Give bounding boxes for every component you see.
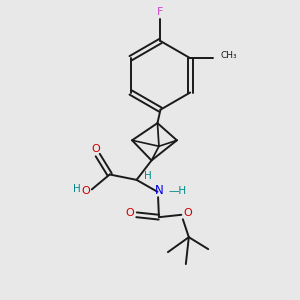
- Text: O: O: [92, 143, 100, 154]
- Text: O: O: [81, 186, 90, 196]
- Text: N: N: [154, 184, 163, 197]
- Text: CH₃: CH₃: [221, 51, 238, 60]
- Text: F: F: [157, 7, 164, 17]
- Text: O: O: [184, 208, 192, 218]
- Text: O: O: [126, 208, 134, 218]
- Text: H: H: [144, 171, 152, 181]
- Text: H: H: [73, 184, 80, 194]
- Text: —H: —H: [169, 186, 187, 196]
